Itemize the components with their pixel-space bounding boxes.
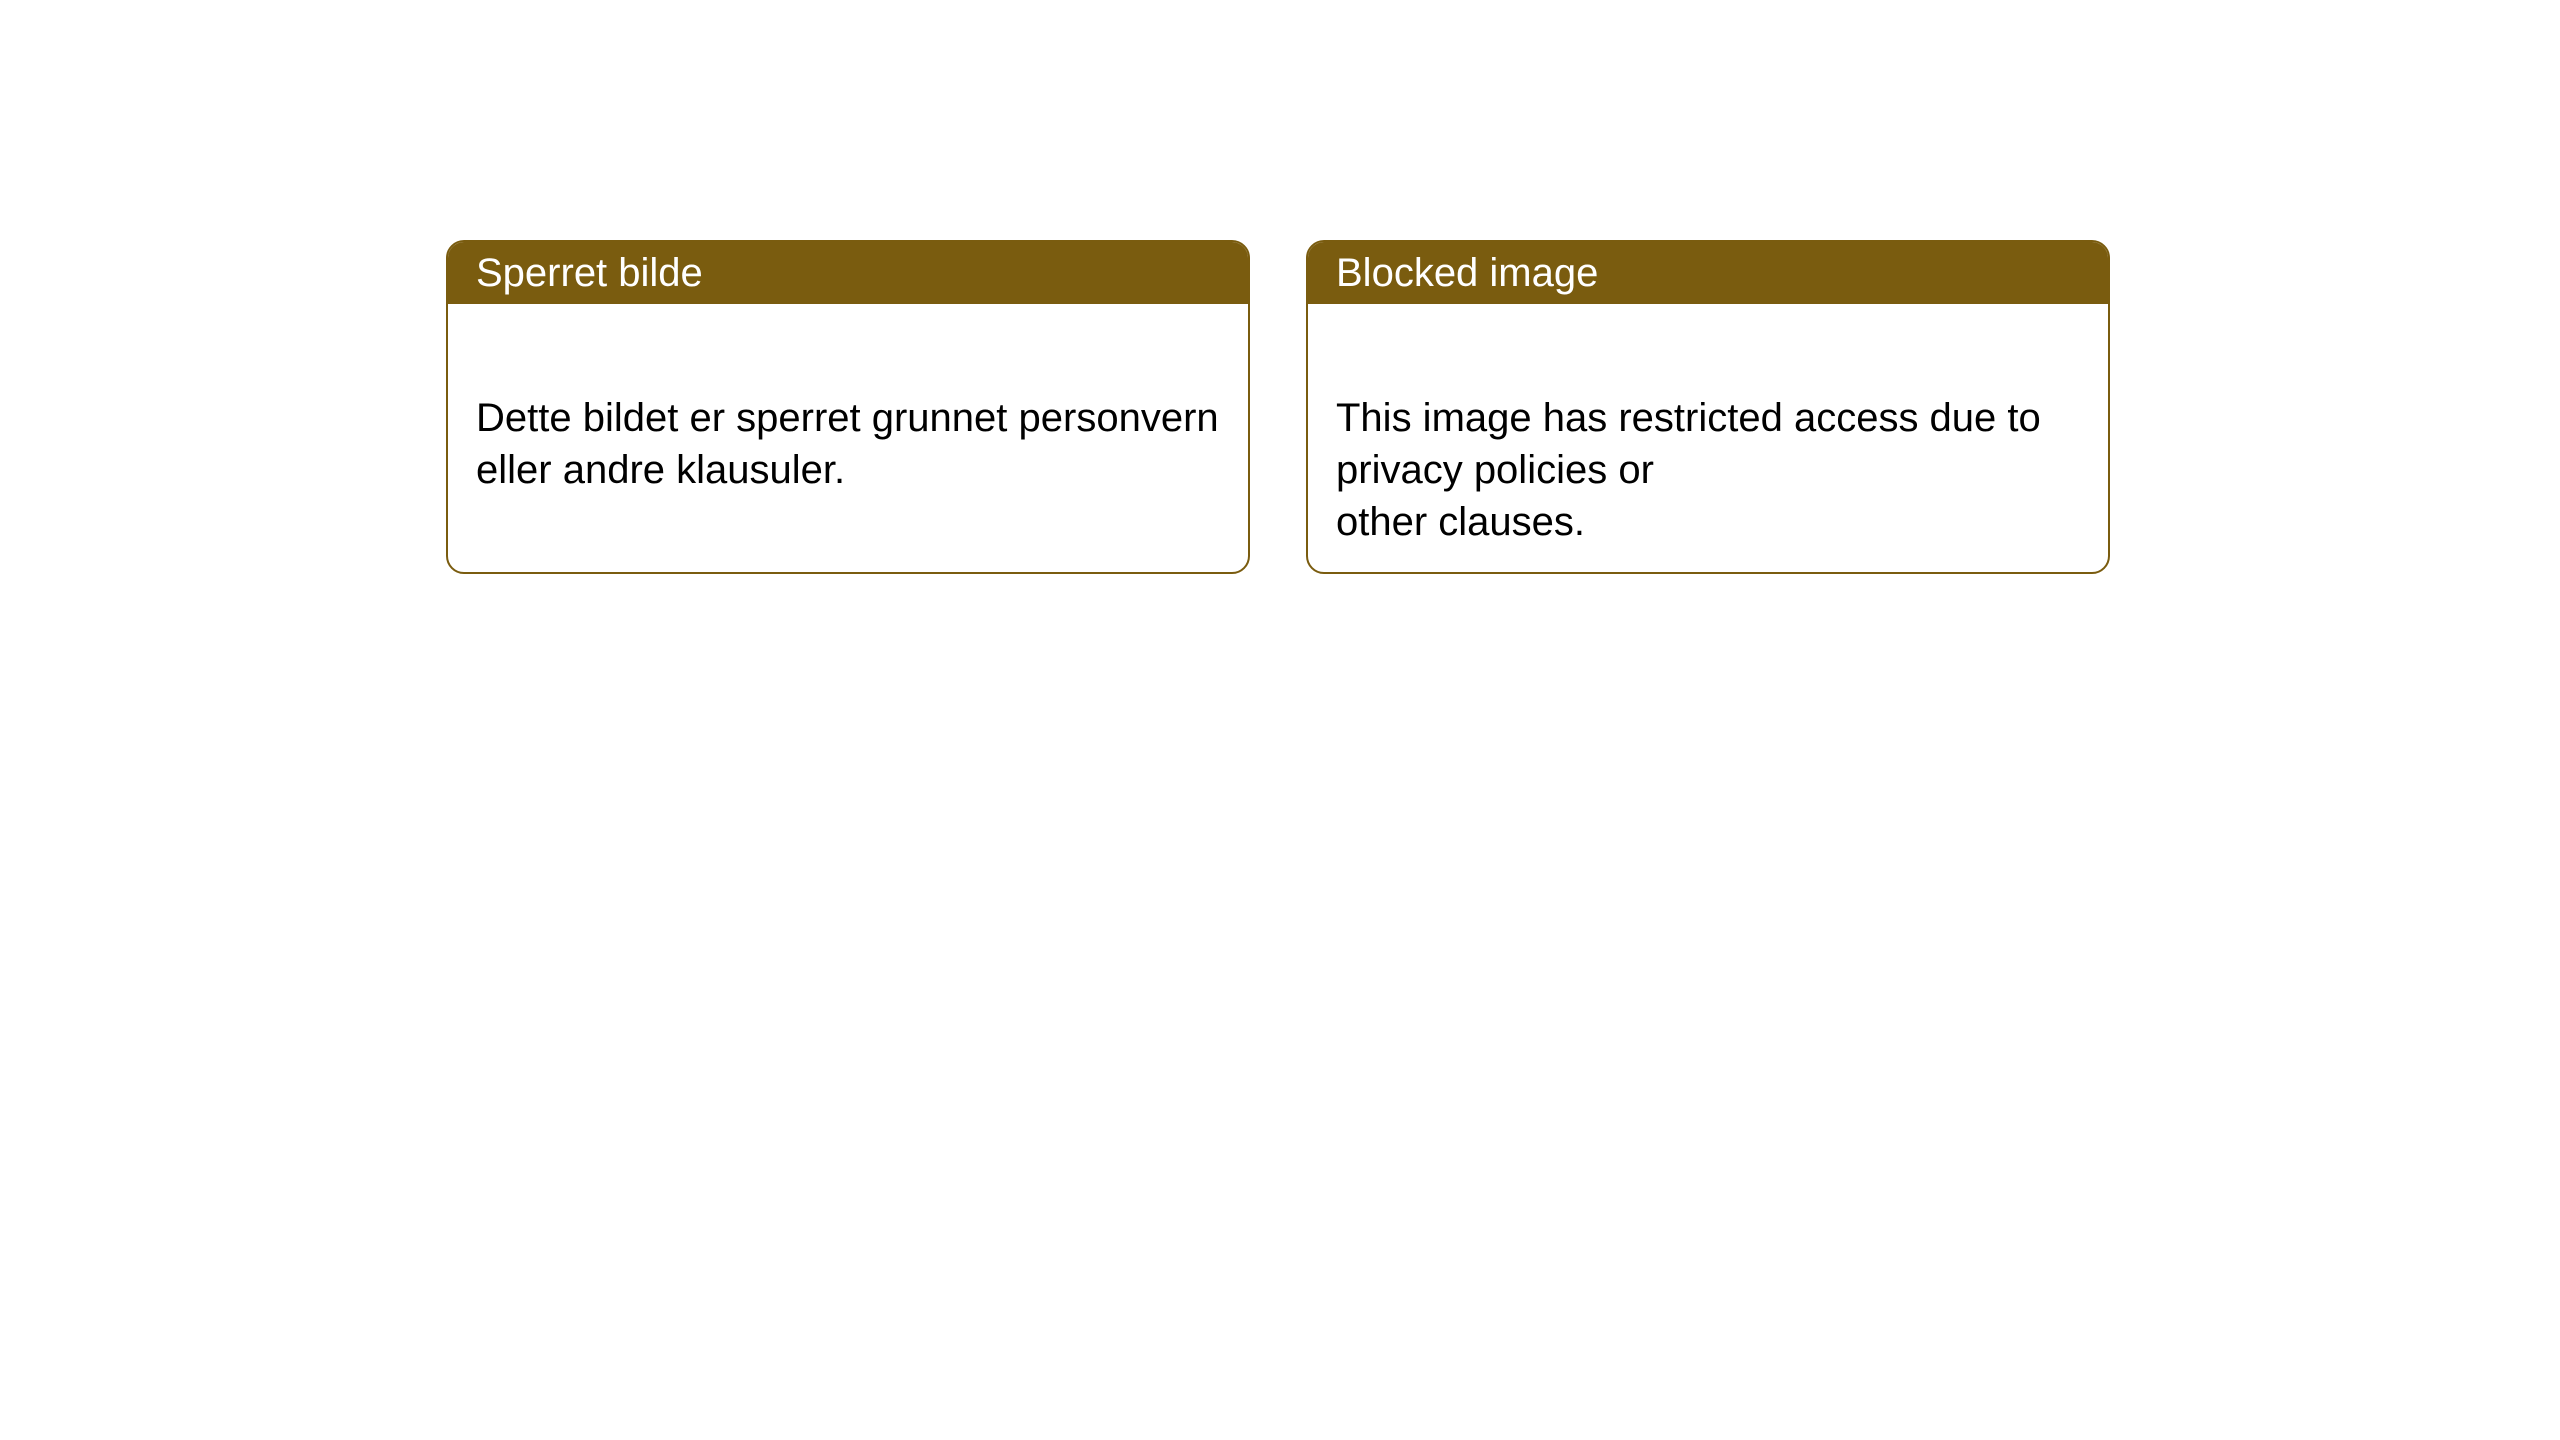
notice-card-body: This image has restricted access due to … (1308, 304, 2108, 574)
notice-card-body-text: Dette bildet er sperret grunnet personve… (476, 396, 1219, 492)
notice-card-header: Blocked image (1308, 242, 2108, 304)
notice-card-header: Sperret bilde (448, 242, 1248, 304)
notice-container: Sperret bilde Dette bildet er sperret gr… (446, 240, 2110, 574)
notice-card-english: Blocked image This image has restricted … (1306, 240, 2110, 574)
notice-card-norwegian: Sperret bilde Dette bildet er sperret gr… (446, 240, 1250, 574)
notice-card-title: Blocked image (1336, 251, 1598, 296)
notice-card-body: Dette bildet er sperret grunnet personve… (448, 304, 1248, 532)
notice-card-title: Sperret bilde (476, 251, 703, 296)
notice-card-body-text: This image has restricted access due to … (1336, 396, 2041, 544)
